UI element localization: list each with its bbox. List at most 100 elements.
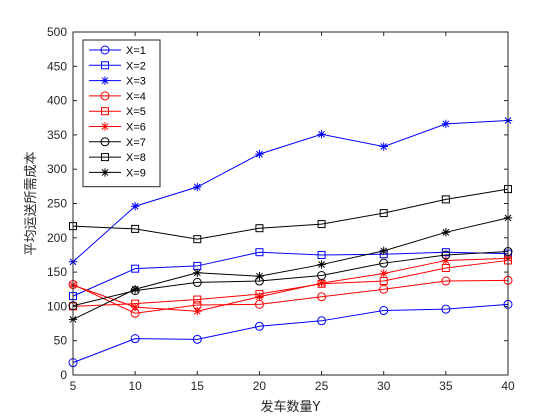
data-point xyxy=(379,209,388,218)
data-point xyxy=(441,195,450,204)
legend-label: X=4 xyxy=(126,91,146,103)
legend-item: X=5 xyxy=(89,106,146,118)
data-point xyxy=(255,224,264,233)
y-tick-label: 500 xyxy=(47,25,67,39)
legend-marker xyxy=(100,45,110,55)
y-axis-title: 平均运送所需成本 xyxy=(24,151,39,255)
data-point xyxy=(193,307,202,316)
series-line xyxy=(72,259,509,307)
data-point xyxy=(192,277,202,287)
legend-marker xyxy=(100,122,110,131)
legend: X=1 X=2 X=3 X=4 X=5 X=6 X=7 X=8 X=9 xyxy=(82,39,161,188)
series-line xyxy=(72,217,509,320)
legend-item: X=6 xyxy=(89,122,146,134)
data-point xyxy=(317,271,327,281)
legend-item: X=8 xyxy=(89,152,146,164)
data-point xyxy=(317,220,326,229)
data-point xyxy=(131,264,140,273)
legend-marker xyxy=(101,107,109,116)
legend-item: X=9 xyxy=(89,167,146,179)
data-point xyxy=(193,235,202,244)
legend-marker xyxy=(101,61,109,70)
legend-label: X=5 xyxy=(126,106,146,118)
data-point xyxy=(255,149,264,159)
legend-item: X=4 xyxy=(89,91,146,103)
y-tick-label: 250 xyxy=(47,197,67,211)
legend-item: X=3 xyxy=(89,76,146,88)
data-point xyxy=(130,302,140,312)
series-line xyxy=(72,251,509,297)
data-point xyxy=(255,248,264,257)
data-point xyxy=(441,228,451,237)
data-point xyxy=(130,334,140,344)
x-tick-label: 35 xyxy=(439,379,453,393)
legend-item: X=1 xyxy=(89,45,146,57)
legend-item: X=2 xyxy=(89,60,146,72)
data-point xyxy=(441,250,451,260)
data-point xyxy=(317,260,326,269)
y-tick-label: 150 xyxy=(47,265,67,279)
legend-marker xyxy=(101,153,109,162)
data-point xyxy=(131,224,140,233)
legend-label: X=6 xyxy=(126,122,146,134)
series-line xyxy=(72,119,509,263)
y-tick-label: 200 xyxy=(47,231,67,245)
y-tick-label: 50 xyxy=(54,334,68,348)
legend-label: X=7 xyxy=(126,137,146,149)
data-point xyxy=(441,256,451,265)
data-point xyxy=(254,321,264,331)
data-point xyxy=(317,316,327,326)
data-point xyxy=(193,268,202,277)
data-point xyxy=(255,272,264,281)
series-line xyxy=(72,279,509,314)
data-point xyxy=(317,250,326,259)
data-point xyxy=(441,276,451,286)
y-tick-label: 100 xyxy=(47,299,67,313)
data-point xyxy=(192,334,202,344)
x-axis-title: 发车数量Y xyxy=(261,399,321,415)
legend-marker xyxy=(100,137,110,147)
data-point xyxy=(379,142,388,151)
data-point xyxy=(441,119,451,129)
x-tick-label: 5 xyxy=(70,379,77,393)
data-point xyxy=(255,292,264,301)
data-point xyxy=(193,182,202,192)
legend-marker xyxy=(100,76,110,85)
series-line xyxy=(72,251,509,307)
data-point xyxy=(317,278,326,288)
x-tick-label: 25 xyxy=(315,379,329,393)
x-tick-label: 20 xyxy=(253,379,267,393)
legend-label: X=8 xyxy=(126,152,146,164)
series-line xyxy=(72,303,509,364)
data-point xyxy=(379,306,389,316)
data-point xyxy=(193,295,202,304)
y-tick-label: 300 xyxy=(47,162,67,176)
legend-marker xyxy=(100,168,110,177)
series-x-8 xyxy=(69,185,512,244)
x-tick-label: 30 xyxy=(377,379,391,393)
legend-label: X=3 xyxy=(126,76,146,88)
y-tick-label: 400 xyxy=(47,94,67,108)
series-layer xyxy=(68,116,513,368)
data-point xyxy=(130,202,140,211)
x-tick-label: 40 xyxy=(501,379,515,393)
legend-box xyxy=(82,39,161,188)
data-point xyxy=(317,292,327,302)
x-tick-label: 10 xyxy=(128,379,142,393)
legend-item: X=7 xyxy=(89,137,146,149)
axes-layer: 5 10 15 20 25 30 35 400501001502002503003504004… xyxy=(47,25,515,393)
legend-label: X=1 xyxy=(126,45,146,57)
data-point xyxy=(379,284,389,294)
x-tick-label: 15 xyxy=(191,379,205,393)
data-point xyxy=(441,304,451,314)
legend-label: X=2 xyxy=(126,60,146,72)
data-point xyxy=(379,246,388,256)
y-tick-label: 450 xyxy=(47,59,67,73)
legend-label: X=9 xyxy=(126,167,146,179)
series-line xyxy=(72,188,509,240)
data-point xyxy=(379,269,388,278)
y-tick-label: 350 xyxy=(47,128,67,142)
y-tick-label: 0 xyxy=(60,368,67,382)
data-point xyxy=(379,258,389,268)
